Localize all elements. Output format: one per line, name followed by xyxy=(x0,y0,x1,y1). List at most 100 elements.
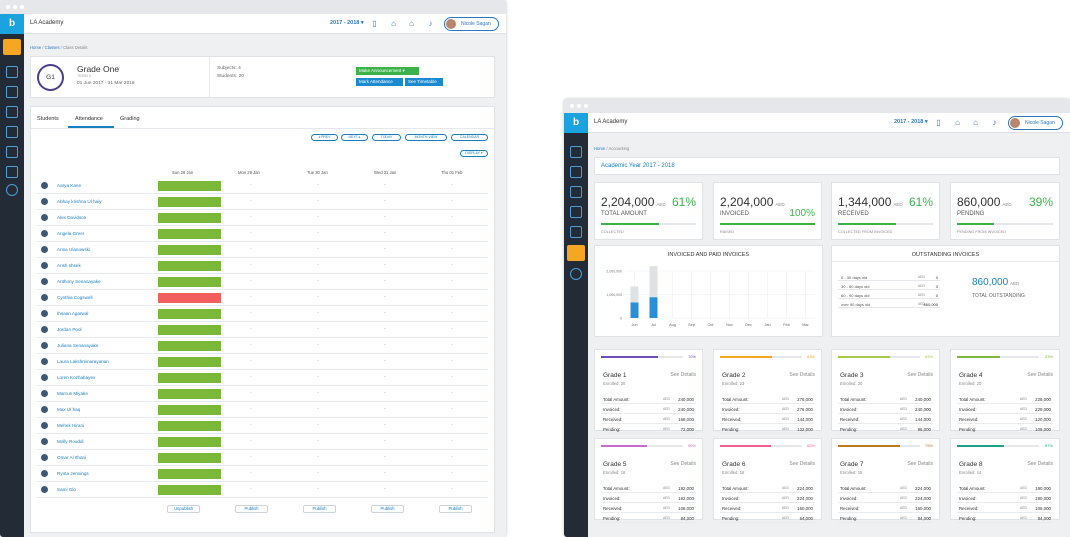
attendance-cell[interactable] xyxy=(158,229,221,239)
empty-cell[interactable]: - xyxy=(384,438,386,444)
empty-cell[interactable]: - xyxy=(451,262,453,268)
empty-cell[interactable]: - xyxy=(317,358,319,364)
empty-cell[interactable]: - xyxy=(250,214,252,220)
empty-cell[interactable]: - xyxy=(250,374,252,380)
empty-cell[interactable]: - xyxy=(250,486,252,492)
empty-cell[interactable]: - xyxy=(317,438,319,444)
empty-cell[interactable]: - xyxy=(451,342,453,348)
bar-invoiced[interactable] xyxy=(630,286,639,318)
empty-cell[interactable]: - xyxy=(317,230,319,236)
student-name[interactable]: Sami Glo xyxy=(57,487,76,492)
empty-cell[interactable]: - xyxy=(451,454,453,460)
sidebar-item-classes[interactable] xyxy=(3,39,21,55)
publish-button[interactable]: Publish xyxy=(371,505,404,513)
attendance-cell[interactable] xyxy=(158,277,221,287)
attendance-cell[interactable] xyxy=(158,245,221,255)
home-icon[interactable]: ⌂ xyxy=(973,118,978,127)
empty-cell[interactable]: - xyxy=(451,486,453,492)
empty-cell[interactable]: - xyxy=(317,198,319,204)
month-view-button[interactable]: MONTH VIEW xyxy=(405,134,447,141)
student-name[interactable]: Max Ul haq xyxy=(57,407,81,412)
attendance-cell[interactable] xyxy=(158,437,221,447)
see-details-link[interactable]: See Details xyxy=(907,372,933,378)
empty-cell[interactable]: - xyxy=(317,326,319,332)
calendar-button[interactable]: CALENDAR xyxy=(451,134,488,141)
logo[interactable]: b xyxy=(0,14,24,34)
empty-cell[interactable]: - xyxy=(317,310,319,316)
empty-cell[interactable]: - xyxy=(384,246,386,252)
mark-attendance-button[interactable]: Mark Attendance xyxy=(356,78,403,86)
empty-cell[interactable]: - xyxy=(317,294,319,300)
bus-icon[interactable]: ⌂ xyxy=(955,118,960,127)
empty-cell[interactable]: - xyxy=(451,438,453,444)
empty-cell[interactable]: - xyxy=(317,342,319,348)
student-name[interactable]: Aarya Kane xyxy=(57,183,82,188)
logo[interactable]: b xyxy=(564,113,588,133)
publish-button[interactable]: Publish xyxy=(303,505,336,513)
attendance-cell[interactable] xyxy=(158,293,221,303)
classes-icon[interactable] xyxy=(570,146,582,158)
empty-cell[interactable]: - xyxy=(451,230,453,236)
user-menu[interactable]: Nicole Sagan xyxy=(444,17,499,31)
empty-cell[interactable]: - xyxy=(250,198,252,204)
empty-cell[interactable]: - xyxy=(384,294,386,300)
empty-cell[interactable]: - xyxy=(451,358,453,364)
empty-cell[interactable]: - xyxy=(250,246,252,252)
empty-cell[interactable]: - xyxy=(384,374,386,380)
student-name[interactable]: Ihsaan Agarwal xyxy=(57,311,89,316)
bell-icon[interactable]: ♪ xyxy=(428,19,433,28)
empty-cell[interactable]: - xyxy=(451,294,453,300)
empty-cell[interactable]: - xyxy=(250,262,252,268)
empty-cell[interactable]: - xyxy=(384,422,386,428)
student-name[interactable]: Juliana Senanayake xyxy=(57,343,99,348)
attendance-cell[interactable] xyxy=(158,453,221,463)
attendance-cell[interactable] xyxy=(158,405,221,415)
attendance-cell[interactable] xyxy=(158,485,221,495)
next-button[interactable]: NEXT ▸ xyxy=(341,134,368,141)
see-details-link[interactable]: See Details xyxy=(670,372,696,378)
phone-icon[interactable]: ▯ xyxy=(372,19,377,28)
empty-cell[interactable]: - xyxy=(451,182,453,188)
student-name[interactable]: Ryota Jennings xyxy=(57,471,89,476)
attendance-cell[interactable] xyxy=(158,309,221,319)
empty-cell[interactable]: - xyxy=(384,310,386,316)
empty-cell[interactable]: - xyxy=(250,390,252,396)
attendance-cell[interactable] xyxy=(158,469,221,479)
empty-cell[interactable]: - xyxy=(317,422,319,428)
attendance-cell[interactable] xyxy=(158,421,221,431)
bar-invoiced[interactable] xyxy=(649,266,658,318)
home-icon[interactable]: ⌂ xyxy=(409,19,414,28)
empty-cell[interactable]: - xyxy=(317,262,319,268)
empty-cell[interactable]: - xyxy=(250,358,252,364)
empty-cell[interactable]: - xyxy=(317,470,319,476)
empty-cell[interactable]: - xyxy=(384,454,386,460)
see-timetable-button[interactable]: See Timetable xyxy=(405,78,443,86)
see-details-link[interactable]: See Details xyxy=(789,372,815,378)
empty-cell[interactable]: - xyxy=(451,246,453,252)
attendance-cell[interactable] xyxy=(158,357,221,367)
student-name[interactable]: Mehek Hirani xyxy=(57,423,85,428)
sidebar-item-accounting[interactable] xyxy=(567,245,585,261)
student-name[interactable]: Cynthia Cogswell xyxy=(57,295,93,300)
year-selector[interactable]: 2017 - 2018 ▾ xyxy=(330,20,364,26)
bar-paid[interactable] xyxy=(630,302,639,318)
empty-cell[interactable]: - xyxy=(451,390,453,396)
bell-icon[interactable]: ♪ xyxy=(992,118,997,127)
people-icon[interactable] xyxy=(570,206,582,218)
empty-cell[interactable]: - xyxy=(451,278,453,284)
empty-cell[interactable]: - xyxy=(451,214,453,220)
student-name[interactable]: Omar Al Ithani xyxy=(57,455,87,460)
attendance-cell[interactable] xyxy=(158,197,221,207)
student-name[interactable]: Angela Greer xyxy=(57,231,85,236)
book-icon[interactable] xyxy=(6,86,18,98)
empty-cell[interactable]: - xyxy=(317,246,319,252)
crumb-home[interactable]: Home xyxy=(594,146,606,151)
empty-cell[interactable]: - xyxy=(250,326,252,332)
empty-cell[interactable]: - xyxy=(451,422,453,428)
attendance-cell[interactable] xyxy=(158,341,221,351)
gear-icon[interactable] xyxy=(6,184,18,196)
bus-icon[interactable] xyxy=(570,226,582,238)
empty-cell[interactable]: - xyxy=(384,182,386,188)
attendance-cell[interactable] xyxy=(158,181,221,191)
bus-icon[interactable]: ⌂ xyxy=(391,19,396,28)
